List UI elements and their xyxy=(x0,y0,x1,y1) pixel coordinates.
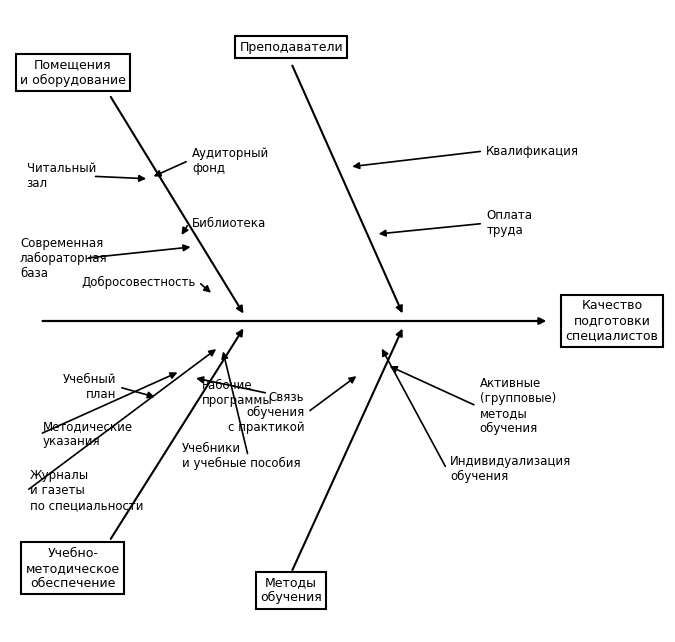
Text: Читальный
зал: Читальный зал xyxy=(26,162,96,190)
Text: Активные
(групповые)
методы
обучения: Активные (групповые) методы обучения xyxy=(480,377,556,435)
Text: Помещения
и оборудование: Помещения и оборудование xyxy=(20,58,126,87)
Text: Методы
обучения: Методы обучения xyxy=(261,577,322,604)
Text: Методические
указания: Методические указания xyxy=(43,421,133,448)
Text: Библиотека: Библиотека xyxy=(192,217,266,230)
Text: Учебники
и учебные пособия: Учебники и учебные пособия xyxy=(182,442,300,471)
Text: Преподаватели: Преподаватели xyxy=(240,41,343,54)
Text: Рабочие
программы: Рабочие программы xyxy=(202,379,273,408)
Text: Современная
лабораторная
база: Современная лабораторная база xyxy=(20,236,107,280)
Text: Качество
подготовки
специалистов: Качество подготовки специалистов xyxy=(566,300,658,342)
Text: Связь
обучения
с практикой: Связь обучения с практикой xyxy=(227,391,304,434)
Text: Квалификация: Квалификация xyxy=(486,144,579,158)
Text: Учебный
план: Учебный план xyxy=(62,373,116,401)
Text: Учебно-
методическое
обеспечение: Учебно- методическое обеспечение xyxy=(26,547,120,590)
Text: Добросовестность: Добросовестность xyxy=(81,275,195,288)
Text: Аудиторный
фонд: Аудиторный фонд xyxy=(192,146,269,175)
Text: Журналы
и газеты
по специальности: Журналы и газеты по специальности xyxy=(30,469,143,512)
Text: Индивидуализация
обучения: Индивидуализация обучения xyxy=(450,455,571,483)
Text: Оплата
труда: Оплата труда xyxy=(486,209,533,238)
